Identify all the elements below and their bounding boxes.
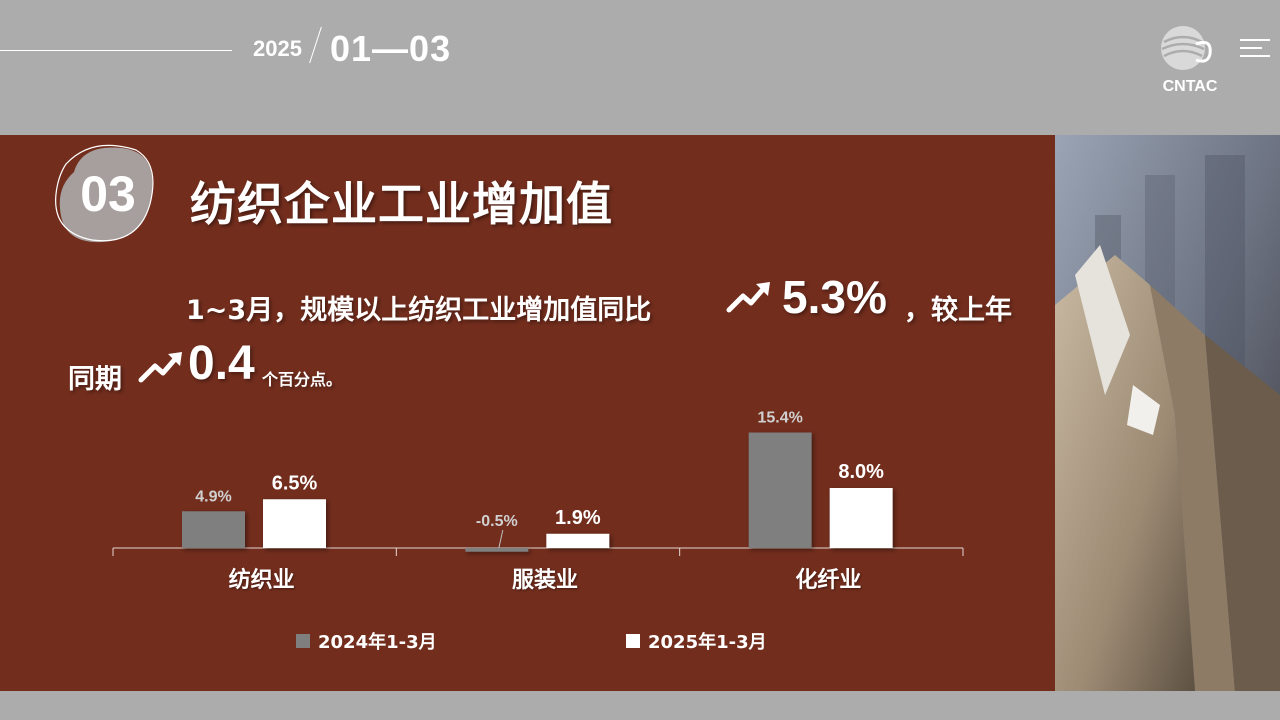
cntac-logo: CNTAC [1150, 24, 1230, 99]
header-range: 01—03 [330, 28, 452, 69]
section-number: 03 [80, 166, 136, 222]
summary-line-1-tail: ，较上年 [904, 295, 1012, 326]
bar-2025-2 [829, 488, 893, 548]
data-label: 4.9% [195, 488, 231, 505]
bar-2024-0 [182, 511, 245, 548]
category-label: 纺织业 [229, 567, 295, 593]
bar-2025-0 [263, 499, 326, 548]
header-rule [0, 50, 232, 51]
trend-up-arrow-icon [726, 282, 770, 313]
legend-swatch-2025 [626, 634, 640, 648]
summary-line-2-tail: 个百分点。 [262, 370, 343, 389]
data-label: 1.9% [555, 507, 601, 529]
bar-2025-1 [546, 533, 610, 548]
legend-label-2024: 2024年1-3月 [318, 632, 437, 653]
summary-value-2: 0.4 [188, 337, 255, 390]
trend-up-arrow-icon [138, 352, 182, 383]
legend-swatch-2024 [296, 634, 310, 648]
data-label: 6.5% [272, 472, 318, 494]
legend-label-2025: 2025年1-3月 [648, 632, 767, 653]
suit-photo [1055, 135, 1280, 691]
header-bar [0, 0, 1280, 135]
category-label: 化纤业 [795, 567, 861, 593]
data-label: 15.4% [757, 410, 802, 427]
data-label: -0.5% [476, 513, 518, 530]
label-leader-line [498, 529, 504, 549]
content-panel [0, 135, 1055, 691]
category-label: 服装业 [512, 568, 578, 593]
bar-2024-1 [465, 548, 529, 552]
legend-item-2024: 2024年1-3月 [296, 628, 437, 654]
summary-line-1: 1~3月，规模以上纺织工业增加值同比 [186, 295, 652, 326]
bar-chart: 4.9% -0.5% 15.4% 6.5% 1.9% 8.0% 纺织业 服装业 化纤业 [112, 410, 964, 593]
legend-item-2025: 2025年1-3月 [626, 628, 767, 654]
summary-value-1: 5.3% [782, 271, 887, 323]
footer-bar [0, 691, 1280, 720]
logo-text: CNTAC [1162, 78, 1218, 95]
bar-2024-2 [748, 432, 812, 548]
page-title: 纺织企业工业增加值 [190, 177, 613, 231]
data-label: 8.0% [838, 461, 884, 483]
menu-icon[interactable] [1236, 36, 1272, 60]
summary-line-2: 同期 [68, 364, 122, 395]
cntac-logo-icon [1161, 26, 1212, 70]
section-badge [55, 144, 154, 243]
header-year: 2025 [253, 36, 302, 61]
